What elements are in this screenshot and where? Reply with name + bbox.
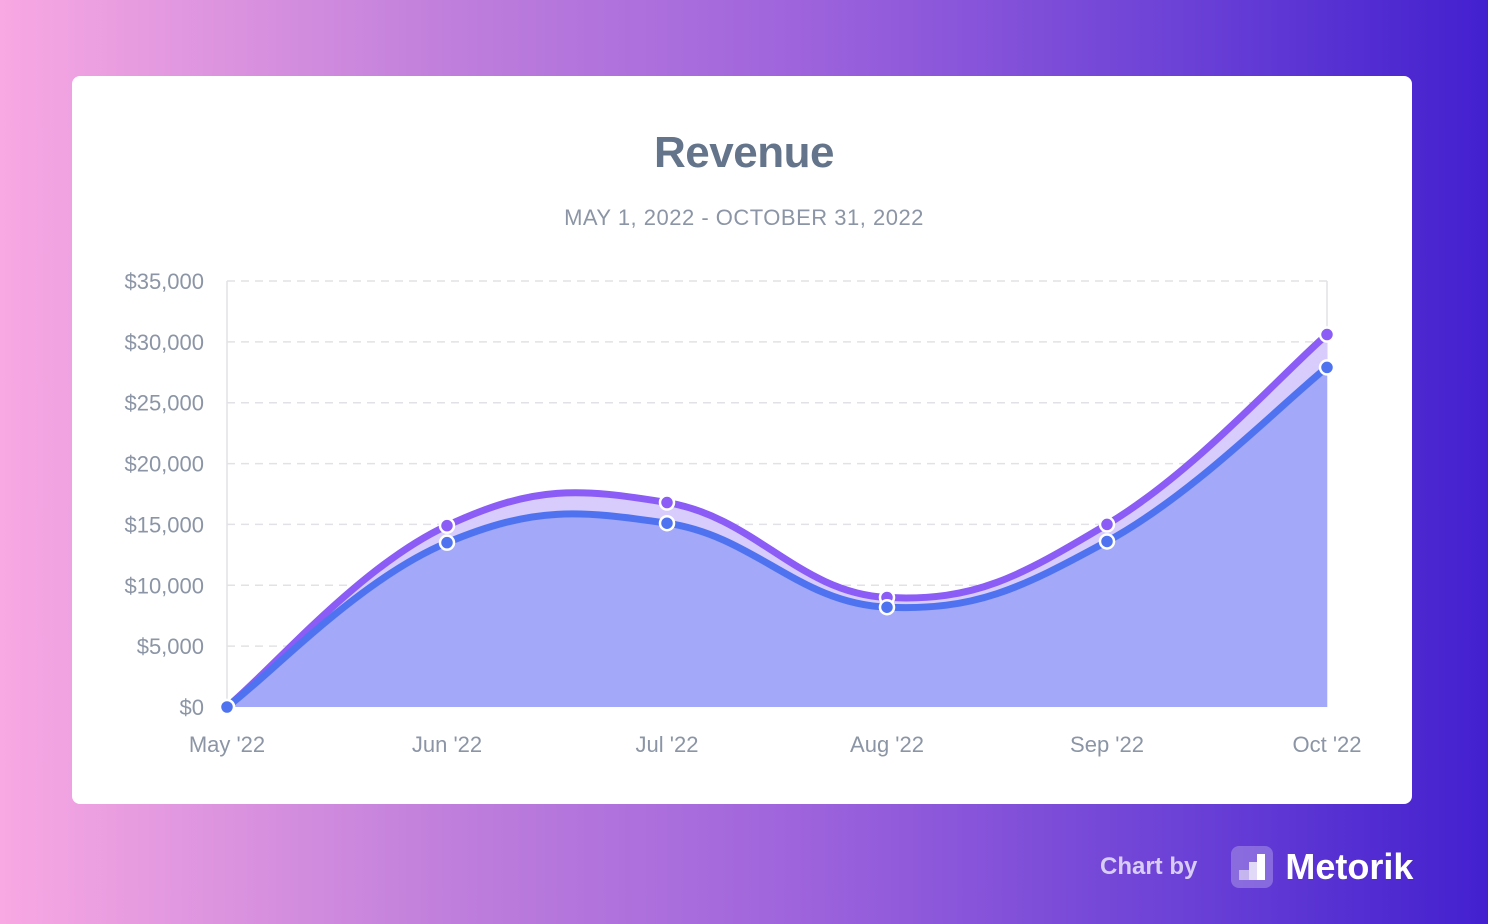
data-point (438, 534, 456, 551)
data-point (218, 698, 236, 716)
y-tick-label: $0 (180, 695, 204, 720)
y-tick-label: $10,000 (124, 573, 204, 598)
chart-subtitle: MAY 1, 2022 - OCTOBER 31, 2022 (564, 205, 924, 230)
y-tick-label: $15,000 (124, 512, 204, 537)
series-line (224, 331, 1330, 710)
series-line (224, 364, 1330, 710)
chart-title: Revenue (654, 128, 834, 177)
y-tick-label: $30,000 (124, 330, 204, 355)
data-point (658, 514, 676, 532)
footer: Chart by Metorik (1100, 846, 1413, 888)
data-point (1098, 516, 1116, 533)
brand-name[interactable]: Metorik (1285, 846, 1414, 887)
x-tick-label: Sep '22 (1070, 732, 1144, 757)
y-tick-label: $20,000 (124, 452, 204, 477)
data-point (878, 598, 896, 616)
data-point (658, 494, 676, 511)
x-tick-label: May '22 (189, 732, 265, 757)
data-point (1098, 533, 1116, 550)
data-point (438, 517, 456, 534)
data-point (1318, 359, 1336, 376)
y-tick-label: $5,000 (137, 634, 204, 659)
x-tick-label: Oct '22 (1292, 732, 1361, 757)
x-tick-label: Jun '22 (412, 732, 482, 757)
data-point (1318, 326, 1336, 343)
chart-by-label: Chart by (1100, 853, 1198, 880)
x-tick-label: Aug '22 (850, 732, 924, 757)
y-tick-label: $35,000 (124, 269, 204, 294)
x-tick-label: Jul '22 (636, 732, 699, 757)
y-tick-label: $25,000 (124, 391, 204, 416)
series-1-area (227, 367, 1327, 707)
metorik-logo-icon (1231, 846, 1274, 888)
